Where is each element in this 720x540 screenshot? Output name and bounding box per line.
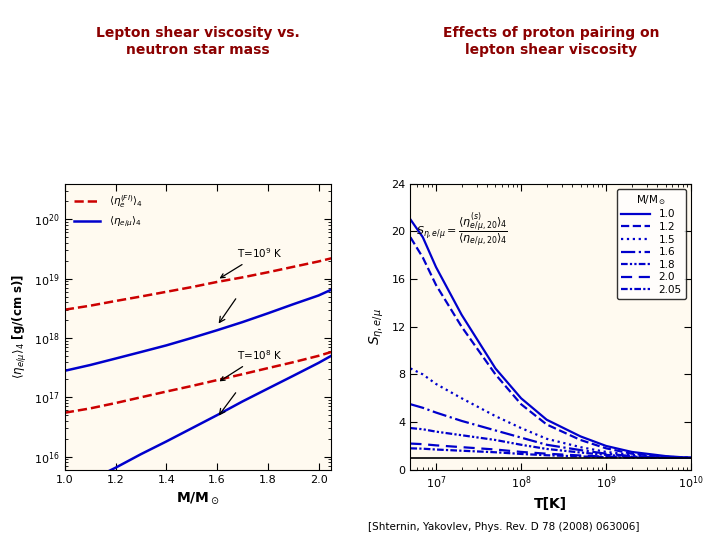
Text: Lepton shear viscosity vs.
neutron star mass: Lepton shear viscosity vs. neutron star …	[96, 26, 300, 57]
Y-axis label: $\langle\eta_{e/\mu}\rangle_4$ [g/(cm s)]: $\langle\eta_{e/\mu}\rangle_4$ [g/(cm s)…	[11, 274, 29, 380]
Text: [Shternin, Yakovlev, Phys. Rev. D 78 (2008) 063006]: [Shternin, Yakovlev, Phys. Rev. D 78 (20…	[368, 522, 640, 532]
Text: Effects of proton pairing on
lepton shear viscosity: Effects of proton pairing on lepton shea…	[443, 26, 659, 57]
Legend: $\langle\eta_e^{(FI)}\rangle_4$, $\langle\eta_{e/\mu}\rangle_4$: $\langle\eta_e^{(FI)}\rangle_4$, $\langl…	[70, 189, 146, 233]
Text: $S_{\eta,e/\mu} = \dfrac{\langle\eta_{e/\mu,20}^{(s)}\rangle_4}{\langle\eta_{e/\: $S_{\eta,e/\mu} = \dfrac{\langle\eta_{e/…	[416, 212, 508, 250]
Text: T=10$^9$ K: T=10$^9$ K	[220, 247, 283, 278]
Legend: 1.0, 1.2, 1.5, 1.6, 1.8, 2.0, 2.05: 1.0, 1.2, 1.5, 1.6, 1.8, 2.0, 2.05	[617, 189, 686, 299]
X-axis label: T[K]: T[K]	[534, 497, 567, 511]
Text: T=10$^8$ K: T=10$^8$ K	[220, 348, 283, 381]
X-axis label: M/M$_\odot$: M/M$_\odot$	[176, 490, 220, 506]
Y-axis label: $S_{\eta,e/\mu}$: $S_{\eta,e/\mu}$	[367, 308, 386, 345]
